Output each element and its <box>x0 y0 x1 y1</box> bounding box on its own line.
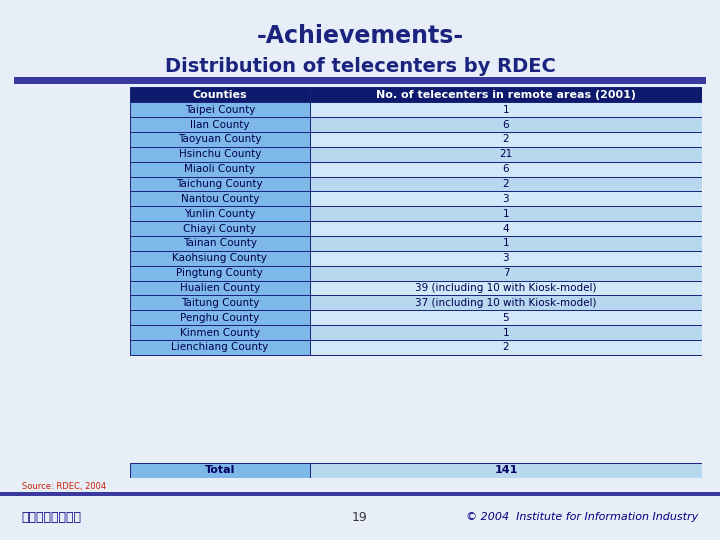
Bar <box>130 310 310 325</box>
Bar <box>130 132 310 147</box>
Text: 2: 2 <box>503 342 509 353</box>
Bar <box>130 162 310 177</box>
Text: 2: 2 <box>503 179 509 189</box>
Text: Yunlin County: Yunlin County <box>184 209 256 219</box>
Text: 39 (including 10 with Kiosk-model): 39 (including 10 with Kiosk-model) <box>415 283 597 293</box>
Text: Nantou County: Nantou County <box>181 194 259 204</box>
Text: 創新、開放、實踐: 創新、開放、實踐 <box>22 511 81 524</box>
Text: Penghu County: Penghu County <box>180 313 259 323</box>
Text: 3: 3 <box>503 194 509 204</box>
Bar <box>130 103 310 117</box>
Text: 141: 141 <box>494 465 518 476</box>
Text: Kinmen County: Kinmen County <box>180 328 260 338</box>
Bar <box>310 295 702 310</box>
Bar <box>310 206 702 221</box>
Text: 5: 5 <box>503 313 509 323</box>
Bar <box>310 463 702 478</box>
Text: Taichung County: Taichung County <box>176 179 263 189</box>
Bar <box>130 206 310 221</box>
Text: Taoyuan County: Taoyuan County <box>178 134 261 145</box>
Text: Taitung County: Taitung County <box>181 298 259 308</box>
Text: Total: Total <box>204 465 235 476</box>
Text: Hualien County: Hualien County <box>179 283 260 293</box>
Bar <box>310 147 702 162</box>
Text: 7: 7 <box>503 268 509 278</box>
Bar <box>310 325 702 340</box>
Bar <box>310 221 702 236</box>
Bar <box>310 162 702 177</box>
Bar <box>130 147 310 162</box>
Text: Hsinchu County: Hsinchu County <box>179 150 261 159</box>
Bar <box>310 251 702 266</box>
Bar <box>130 87 310 103</box>
Text: Counties: Counties <box>192 90 247 100</box>
Bar <box>130 251 310 266</box>
Bar <box>130 340 310 355</box>
Bar <box>310 192 702 206</box>
Text: Miaoli County: Miaoli County <box>184 164 256 174</box>
Text: 3: 3 <box>503 253 509 264</box>
Bar <box>310 177 702 192</box>
Text: 21: 21 <box>500 150 513 159</box>
Text: 37 (including 10 with Kiosk-model): 37 (including 10 with Kiosk-model) <box>415 298 597 308</box>
Bar <box>310 266 702 281</box>
Text: 1: 1 <box>503 328 509 338</box>
Bar <box>310 132 702 147</box>
Bar <box>310 103 702 117</box>
Text: Distribution of telecenters by RDEC: Distribution of telecenters by RDEC <box>165 57 555 76</box>
Bar <box>130 221 310 236</box>
Bar <box>130 192 310 206</box>
Bar <box>130 177 310 192</box>
Bar <box>310 310 702 325</box>
Text: Taipei County: Taipei County <box>184 105 255 115</box>
Text: 4: 4 <box>503 224 509 234</box>
Bar <box>130 295 310 310</box>
Text: -Achievements-: -Achievements- <box>256 24 464 48</box>
Text: 1: 1 <box>503 105 509 115</box>
Text: © 2004  Institute for Information Industry: © 2004 Institute for Information Industr… <box>466 512 698 522</box>
Bar <box>310 236 702 251</box>
Text: Tainan County: Tainan County <box>183 239 257 248</box>
Text: No. of telecenters in remote areas (2001): No. of telecenters in remote areas (2001… <box>376 90 636 100</box>
Bar <box>130 236 310 251</box>
Bar <box>310 87 702 103</box>
Bar <box>310 117 702 132</box>
Text: 2: 2 <box>503 134 509 145</box>
Bar <box>130 463 310 478</box>
Bar <box>310 340 702 355</box>
Bar <box>130 325 310 340</box>
Text: Ilan County: Ilan County <box>190 120 250 130</box>
Bar <box>130 117 310 132</box>
Bar <box>130 266 310 281</box>
Bar <box>310 281 702 295</box>
Text: Source: RDEC, 2004: Source: RDEC, 2004 <box>22 482 106 491</box>
Text: 1: 1 <box>503 239 509 248</box>
Text: 6: 6 <box>503 120 509 130</box>
Text: 19: 19 <box>352 511 368 524</box>
Text: Lienchiang County: Lienchiang County <box>171 342 269 353</box>
Text: 6: 6 <box>503 164 509 174</box>
Text: Pingtung County: Pingtung County <box>176 268 263 278</box>
Text: Chiayi County: Chiayi County <box>184 224 256 234</box>
Text: 1: 1 <box>503 209 509 219</box>
Bar <box>130 281 310 295</box>
Text: Kaohsiung County: Kaohsiung County <box>172 253 267 264</box>
